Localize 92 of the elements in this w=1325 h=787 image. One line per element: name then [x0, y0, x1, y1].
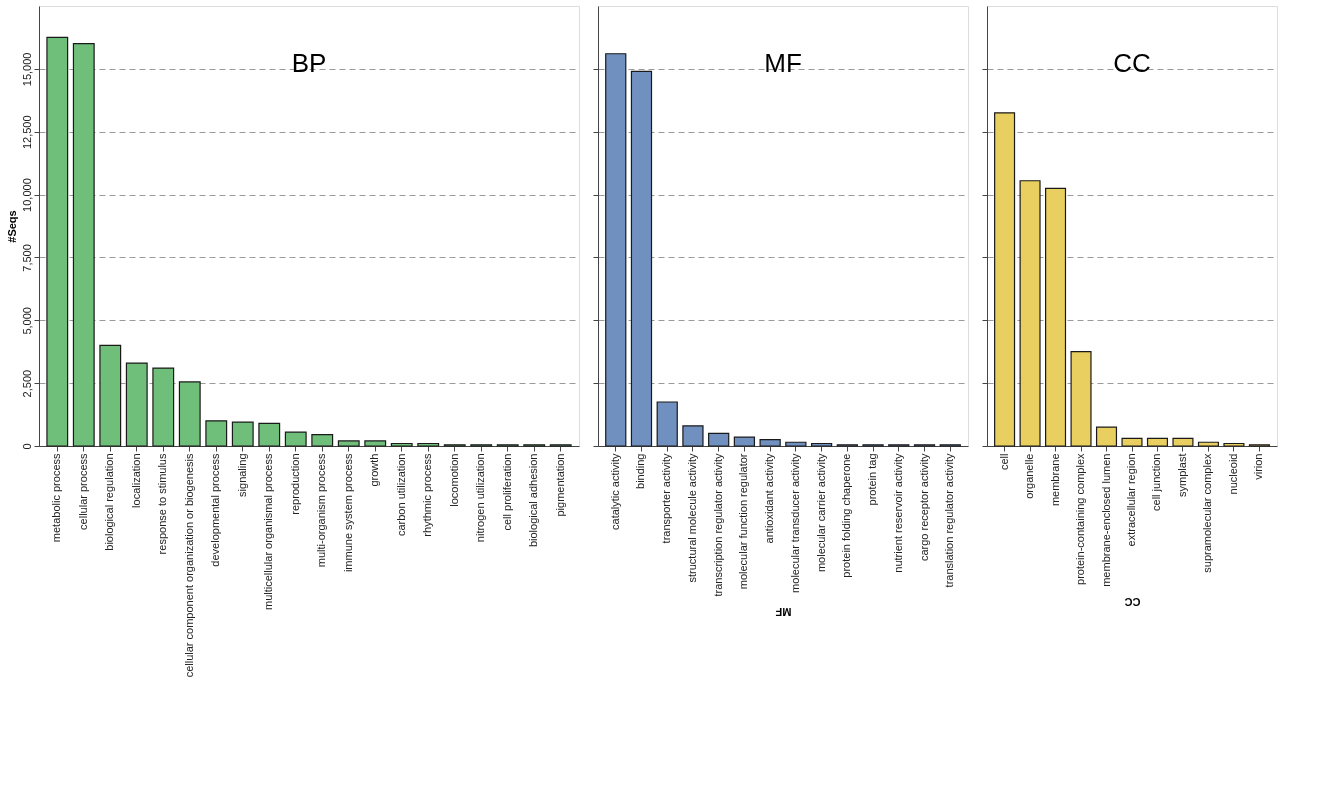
- x-axis-title: MF: [775, 605, 792, 618]
- x-tick-label: pigmentation: [553, 453, 566, 517]
- bar: [125, 362, 148, 447]
- x-tick-label: organelle: [1023, 453, 1036, 499]
- y-tick-label: 7,500: [20, 244, 33, 272]
- x-tick-label: transporter activity: [660, 453, 673, 544]
- x-tick-label: cell junction: [1150, 453, 1163, 511]
- bar: [390, 442, 413, 447]
- bar: [311, 434, 334, 447]
- x-tick-label: supramolecular complex: [1201, 453, 1214, 573]
- bar: [1172, 437, 1194, 447]
- x-tick-label: biological adhesion: [527, 453, 540, 548]
- y-axis-title: #Seqs: [5, 210, 18, 243]
- x-tick-label: localization: [129, 453, 142, 508]
- bar: [994, 112, 1016, 447]
- x-tick-label: cell: [997, 453, 1010, 471]
- bar: [364, 440, 387, 447]
- x-tick-label: response to stimulus: [156, 453, 169, 555]
- x-tick-label: nutrient reservoir activity: [891, 453, 904, 573]
- y-tick-label: 2,500: [20, 369, 33, 398]
- text: MF: [764, 48, 802, 78]
- x-tick-label: multi-organism process: [315, 453, 328, 568]
- bar: [1019, 180, 1041, 447]
- x-tick-label: membrane-enclosed lumen: [1099, 453, 1112, 587]
- bar: [1045, 187, 1067, 447]
- y-tick-label: 0: [20, 443, 33, 450]
- x-tick-label: developmental process: [209, 453, 222, 567]
- x-tick-label: cellular process: [76, 453, 89, 530]
- bar: [1146, 437, 1169, 447]
- bar: [1095, 426, 1118, 447]
- y-tick-label: 5,000: [20, 307, 33, 335]
- text: BP: [291, 48, 327, 78]
- x-axis-title: CC: [1124, 595, 1141, 608]
- x-tick-label: immune system process: [341, 453, 354, 573]
- bar: [733, 436, 756, 447]
- bar: [231, 421, 254, 447]
- x-tick-label: cell proliferation: [500, 453, 513, 531]
- text: CC: [1113, 48, 1151, 78]
- x-tick-label: protein folding chaperone: [840, 453, 853, 578]
- y-tick-label: 10,000: [20, 178, 33, 212]
- x-tick-label: membrane: [1048, 453, 1061, 507]
- x-tick-label: growth: [368, 453, 381, 487]
- x-tick-label: binding: [634, 453, 647, 489]
- bar: [258, 422, 281, 447]
- bar: [99, 344, 122, 447]
- bar: [205, 420, 228, 447]
- bar: [72, 43, 95, 447]
- x-tick-label: protein-containing complex: [1074, 453, 1087, 585]
- x-tick-label: translation regulator activity: [943, 453, 956, 588]
- x-tick-label: rhythmic process: [421, 453, 434, 537]
- bar: [1197, 441, 1219, 447]
- x-tick-label: cellular component organization or biogenesis: [182, 453, 195, 678]
- bar: [1070, 351, 1092, 447]
- bar: [152, 367, 175, 447]
- x-tick-label: symplast: [1175, 453, 1188, 497]
- bar: [417, 442, 440, 447]
- x-tick-label: molecular carrier activity: [814, 453, 827, 573]
- x-tick-label: nitrogen utilization: [474, 453, 487, 543]
- x-tick-label: metabolic process: [50, 453, 63, 543]
- bar: [785, 441, 807, 447]
- bar: [759, 439, 781, 447]
- x-tick-label: biological regulation: [103, 453, 116, 551]
- y-tick-label: 15,000: [20, 52, 33, 87]
- x-tick-label: carbon utilization: [394, 453, 407, 537]
- x-tick-label: protein tag: [866, 453, 879, 506]
- x-tick-label: nucleoid: [1226, 453, 1239, 495]
- x-tick-label: multicellular organismal process: [262, 453, 275, 611]
- x-tick-label: extracellular region: [1125, 453, 1137, 547]
- bar: [656, 401, 678, 447]
- x-tick-label: cargo receptor activity: [917, 453, 930, 562]
- x-tick-label: locomotion: [447, 453, 460, 507]
- x-tick-label: catalytic activity: [608, 453, 621, 530]
- bar: [46, 36, 69, 447]
- bar: [708, 432, 730, 447]
- bar: [337, 440, 360, 447]
- y-tick-label: 12,500: [20, 115, 33, 150]
- bar: [178, 381, 201, 447]
- x-tick-label: transcription regulator activity: [711, 453, 724, 597]
- x-tick-label: signaling: [235, 453, 248, 497]
- bar: [284, 431, 307, 447]
- bar: [1121, 437, 1143, 447]
- bar: [605, 53, 627, 447]
- x-tick-label: structural molecule activity: [685, 453, 698, 583]
- x-tick-label: virion: [1252, 453, 1265, 480]
- bar: [810, 442, 833, 447]
- x-tick-label: antioxidant activity: [763, 453, 776, 544]
- bar: [682, 425, 704, 447]
- bar: [1223, 442, 1245, 447]
- x-tick-label: molecular transducer activity: [788, 453, 801, 593]
- x-tick-label: molecular function regulator: [737, 453, 750, 590]
- x-tick-label: reproduction: [288, 453, 301, 515]
- bar: [630, 70, 653, 447]
